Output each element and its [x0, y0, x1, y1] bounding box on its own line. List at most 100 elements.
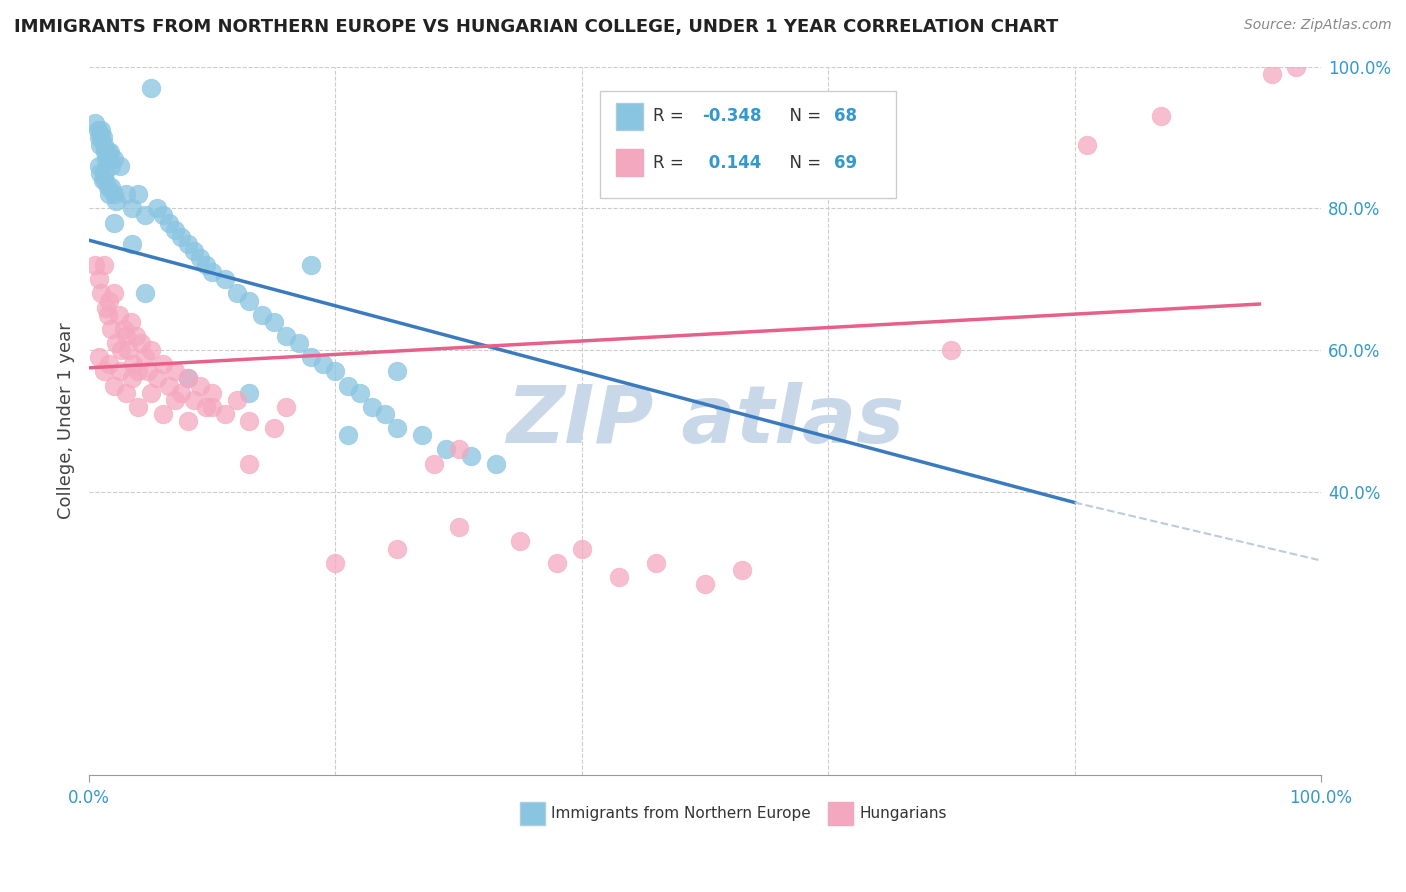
Point — [100, 159, 122, 173]
Point — [134, 350, 156, 364]
Point — [108, 159, 131, 173]
Point — [1285, 60, 1308, 74]
Point — [447, 520, 470, 534]
Point — [112, 322, 135, 336]
Point — [87, 159, 110, 173]
Point — [105, 194, 128, 209]
Point — [238, 414, 260, 428]
Point — [201, 265, 224, 279]
Point — [312, 357, 335, 371]
Text: R =: R = — [654, 107, 689, 125]
Point — [89, 137, 111, 152]
Point — [546, 556, 568, 570]
Point — [607, 570, 630, 584]
Text: N =: N = — [779, 153, 827, 172]
Point — [87, 350, 110, 364]
Point — [225, 392, 247, 407]
Text: -0.348: -0.348 — [703, 107, 762, 125]
Text: 69: 69 — [834, 153, 858, 172]
Point — [263, 315, 285, 329]
Text: Source: ZipAtlas.com: Source: ZipAtlas.com — [1244, 18, 1392, 32]
Point — [90, 123, 112, 137]
Point — [86, 123, 108, 137]
Point — [127, 364, 149, 378]
Point — [325, 364, 347, 378]
Point — [1076, 137, 1098, 152]
Point — [115, 329, 138, 343]
Point — [299, 258, 322, 272]
Point — [96, 180, 118, 194]
Point — [941, 343, 963, 358]
Point — [93, 137, 115, 152]
Point — [121, 202, 143, 216]
Text: Hungarians: Hungarians — [859, 806, 946, 822]
Point — [693, 577, 716, 591]
Point — [201, 400, 224, 414]
Point — [644, 556, 666, 570]
Point — [287, 336, 309, 351]
Point — [238, 385, 260, 400]
Point — [276, 400, 298, 414]
Point — [108, 364, 131, 378]
Point — [87, 130, 110, 145]
Point — [129, 336, 152, 351]
Point — [176, 371, 198, 385]
Text: N =: N = — [779, 107, 827, 125]
Point — [176, 371, 198, 385]
Point — [374, 407, 396, 421]
FancyBboxPatch shape — [616, 149, 644, 177]
Point — [120, 315, 142, 329]
Point — [146, 202, 169, 216]
FancyBboxPatch shape — [828, 802, 853, 825]
Point — [188, 378, 211, 392]
Point — [183, 244, 205, 258]
Point — [146, 371, 169, 385]
Point — [103, 152, 125, 166]
Point — [103, 187, 125, 202]
Point — [214, 272, 236, 286]
Point — [238, 293, 260, 308]
Point — [299, 350, 322, 364]
Point — [93, 258, 115, 272]
Point — [91, 173, 114, 187]
Text: R =: R = — [654, 153, 689, 172]
Point — [214, 407, 236, 421]
Point — [97, 357, 120, 371]
Point — [509, 534, 531, 549]
FancyBboxPatch shape — [520, 802, 546, 825]
Point — [276, 329, 298, 343]
Point — [165, 222, 187, 236]
Point — [97, 187, 120, 202]
Text: 68: 68 — [834, 107, 858, 125]
Point — [91, 130, 114, 145]
Point — [152, 357, 174, 371]
Point — [121, 236, 143, 251]
Point — [349, 385, 371, 400]
Point — [336, 428, 359, 442]
Point — [125, 329, 148, 343]
Point — [157, 215, 180, 229]
Point — [434, 442, 457, 457]
Point — [121, 371, 143, 385]
Point — [1150, 109, 1173, 123]
Point — [447, 442, 470, 457]
Point — [127, 400, 149, 414]
Point — [134, 286, 156, 301]
Point — [157, 378, 180, 392]
Point — [571, 541, 593, 556]
Point — [263, 421, 285, 435]
Point — [97, 293, 120, 308]
Point — [96, 301, 118, 315]
Point — [225, 286, 247, 301]
Point — [250, 308, 273, 322]
Point — [170, 385, 193, 400]
Point — [103, 378, 125, 392]
Point — [336, 378, 359, 392]
Point — [93, 364, 115, 378]
Point — [96, 145, 118, 159]
Point — [1261, 67, 1284, 81]
Point — [84, 116, 107, 130]
Point — [96, 308, 118, 322]
Point — [188, 251, 211, 265]
Point — [176, 414, 198, 428]
